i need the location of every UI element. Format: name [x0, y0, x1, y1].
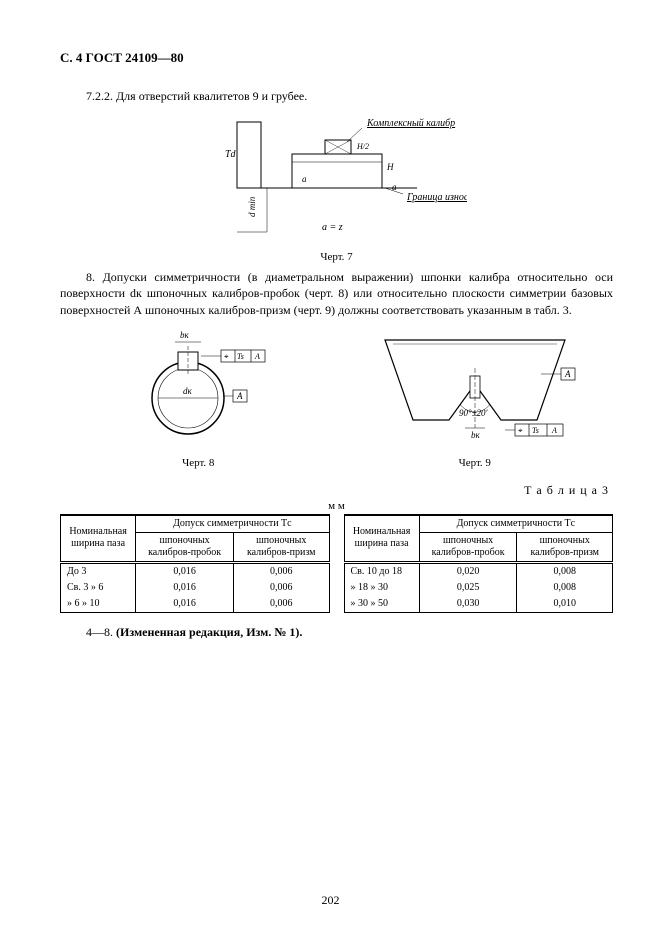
figure-7: Td Комплексный калибр H/2 Н a a Граница …: [60, 112, 613, 263]
svg-text:А: А: [254, 352, 260, 361]
table-3-left: Номинальная ширина паза Допуск симметрич…: [60, 514, 330, 613]
label-a1: a: [302, 174, 307, 184]
svg-text:⌖: ⌖: [224, 352, 229, 361]
th-nom: Номинальная ширина паза: [344, 515, 419, 563]
page-header: С. 4 ГОСТ 24109—80: [60, 50, 613, 66]
label-complex: Комплексный калибр: [366, 118, 455, 129]
th-prizm: шпоночных калибров-призм: [233, 532, 329, 562]
label-bk-9: bк: [471, 430, 481, 440]
paragraph-8: 8. Допуски симметричности (в диаметральн…: [60, 269, 613, 318]
figure-8-caption: Черт. 8: [60, 457, 337, 469]
paragraph-722: 7.2.2. Для отверстий квалитетов 9 и груб…: [60, 88, 613, 104]
label-h2: H/2: [356, 142, 369, 151]
cell: 0,016: [136, 580, 234, 596]
th-probok: шпоночных калибров-пробок: [136, 532, 234, 562]
th-tol: Допуск симметричности Tс: [136, 515, 329, 533]
svg-text:Ts: Ts: [237, 352, 244, 361]
th-nom: Номинальная ширина паза: [61, 515, 136, 563]
figure-9: 90°±20' bк А ⌖ Ts А Черт. 9: [337, 328, 614, 469]
cell: Св. 10 до 18: [344, 562, 419, 580]
cell: » 30 » 50: [344, 596, 419, 613]
svg-text:Ts: Ts: [532, 426, 539, 435]
svg-text:А: А: [551, 426, 557, 435]
table-3-label: Т а б л и ц а 3: [60, 483, 609, 498]
figure-7-caption: Черт. 7: [60, 251, 613, 263]
cell: » 18 » 30: [344, 580, 419, 596]
cell: 0,016: [136, 596, 234, 613]
figure-9-caption: Черт. 9: [337, 457, 614, 469]
cell: До 3: [61, 562, 136, 580]
label-H: Н: [386, 162, 394, 172]
label-dk: dк: [183, 386, 193, 396]
cell: 0,020: [419, 562, 517, 580]
table-3: Номинальная ширина паза Допуск симметрич…: [60, 514, 613, 613]
cell: 0,006: [233, 596, 329, 613]
label-A-9: А: [564, 369, 571, 379]
cell: 0,016: [136, 562, 234, 580]
table-3-right: Номинальная ширина паза Допуск симметрич…: [344, 514, 614, 613]
page-number: 202: [0, 893, 661, 908]
cell: 0,008: [517, 580, 613, 596]
cell: Св. 3 » 6: [61, 580, 136, 596]
th-probok: шпоночных калибров-пробок: [419, 532, 517, 562]
cell: 0,025: [419, 580, 517, 596]
label-angle: 90°±20': [459, 408, 489, 418]
label-az: a = z: [322, 222, 343, 233]
cell: 0,006: [233, 562, 329, 580]
label-A-8: А: [236, 391, 243, 401]
th-tol: Допуск симметричности Tс: [419, 515, 612, 533]
svg-text:⌖: ⌖: [518, 426, 523, 435]
cell: 0,010: [517, 596, 613, 613]
cell: 0,006: [233, 580, 329, 596]
th-prizm: шпоночных калибров-призм: [517, 532, 613, 562]
table-3-unit: м м: [60, 500, 613, 512]
label-border: Граница износа: [406, 192, 467, 203]
label-dmin: d min: [247, 196, 257, 217]
revision-note: 4—8. (Измененная редакция, Изм. № 1).: [60, 625, 613, 640]
cell: 0,030: [419, 596, 517, 613]
label-td: Td: [225, 149, 237, 160]
cell: » 6 » 10: [61, 596, 136, 613]
figure-8: bк dк ⌖ Ts А А Черт. 8: [60, 328, 337, 469]
cell: 0,008: [517, 562, 613, 580]
label-bk-8: bк: [180, 330, 190, 340]
